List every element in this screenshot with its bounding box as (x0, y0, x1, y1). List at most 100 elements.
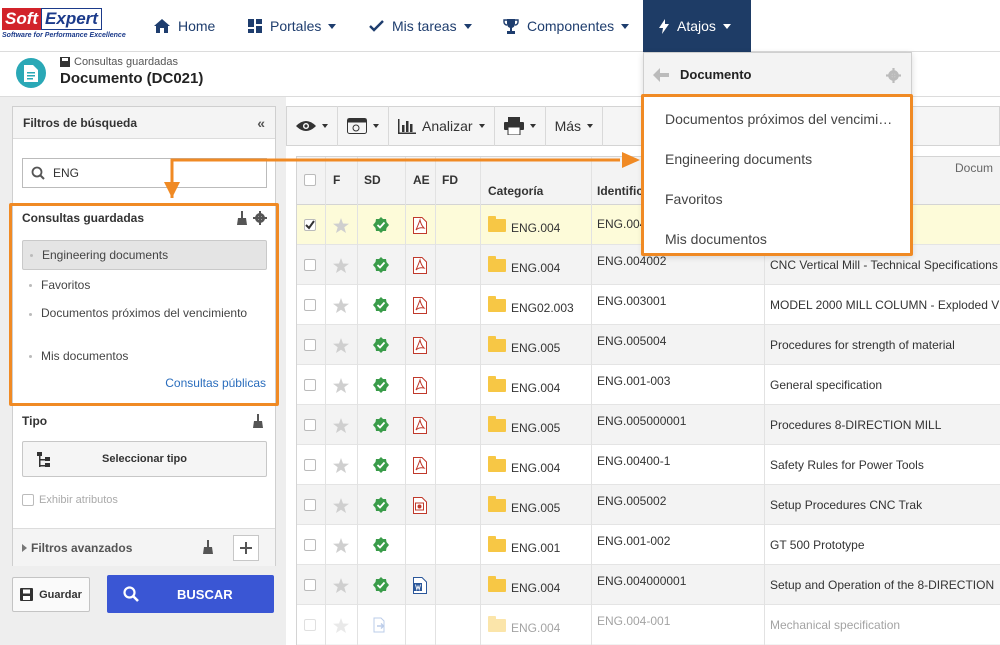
star-icon[interactable] (333, 617, 349, 633)
gear-icon[interactable] (253, 211, 267, 225)
row-checkbox[interactable] (304, 219, 316, 231)
star-icon[interactable] (333, 457, 349, 473)
broom-icon[interactable] (253, 414, 263, 428)
star-icon[interactable] (333, 497, 349, 513)
public-queries-link[interactable]: Consultas públicas (165, 376, 266, 390)
advanced-filters[interactable]: Filtros avanzados (13, 528, 275, 566)
row-checkbox[interactable] (304, 579, 316, 591)
row-checkbox[interactable] (304, 419, 316, 431)
arrow-left-icon[interactable] (653, 68, 669, 82)
row-select[interactable] (304, 605, 324, 645)
analyze-button[interactable]: Analizar (389, 106, 495, 146)
row-checkbox[interactable] (304, 379, 316, 391)
file-cell[interactable] (413, 405, 433, 445)
col-identifier[interactable]: Identific (597, 184, 644, 198)
table-row[interactable]: ENG.004 ENG.004000001 Setup and Operation … (297, 565, 1000, 605)
star-icon[interactable] (333, 297, 349, 313)
table-row[interactable]: ENG.005 ENG.005004 Procedures for strength… (297, 325, 1000, 365)
row-checkbox[interactable] (304, 299, 316, 311)
print-button[interactable] (495, 106, 546, 146)
row-checkbox[interactable] (304, 339, 316, 351)
col-ae[interactable]: AE (413, 173, 430, 187)
broom-icon[interactable] (237, 211, 247, 225)
file-cell[interactable] (413, 485, 433, 525)
nav-portales[interactable]: Portales (248, 0, 337, 52)
broom-icon[interactable] (203, 540, 213, 554)
row-select[interactable] (304, 485, 324, 525)
row-select[interactable] (304, 245, 324, 285)
star-icon[interactable] (333, 537, 349, 553)
favorite-cell[interactable] (333, 325, 353, 365)
favorite-cell[interactable] (333, 605, 353, 645)
table-row[interactable]: ENG.005 ENG.005002 Setup Procedures CNC Tr… (297, 485, 1000, 525)
shortcut-mis-documentos[interactable]: Mis documentos (665, 231, 767, 247)
col-fd[interactable]: FD (442, 173, 458, 187)
row-select[interactable] (304, 325, 324, 365)
table-row[interactable]: ENG.004 ENG.004-001 Mechanical specificati… (297, 605, 1000, 645)
add-filter-button[interactable] (233, 535, 259, 561)
row-select[interactable] (304, 445, 324, 485)
star-icon[interactable] (333, 217, 349, 233)
ppt-file-icon[interactable] (413, 496, 427, 514)
saved-query-mis-documentos[interactable]: Mis documentos (22, 349, 267, 363)
favorite-cell[interactable] (333, 405, 353, 445)
file-cell[interactable] (413, 325, 433, 365)
row-select[interactable] (304, 405, 324, 445)
pdf-file-icon[interactable] (413, 376, 427, 394)
file-cell[interactable] (413, 285, 433, 325)
checkbox[interactable] (22, 494, 34, 506)
favorite-cell[interactable] (333, 525, 353, 565)
star-icon[interactable] (333, 577, 349, 593)
favorite-cell[interactable] (333, 365, 353, 405)
favorite-cell[interactable] (333, 205, 353, 245)
select-all-checkbox[interactable] (304, 174, 316, 186)
view-button[interactable] (287, 106, 338, 146)
softexpert-logo[interactable]: Soft Expert Software for Performance Exc… (2, 8, 130, 46)
show-attributes-checkbox[interactable]: Exhibir atributos (22, 494, 118, 506)
collapse-icon[interactable]: « (257, 114, 265, 131)
file-cell[interactable] (413, 245, 433, 285)
pdf-file-icon[interactable] (413, 416, 427, 434)
nav-atajos[interactable]: Atajos (643, 0, 751, 52)
star-icon[interactable] (333, 257, 349, 273)
row-select[interactable] (304, 285, 324, 325)
saved-query-favoritos[interactable]: Favoritos (22, 278, 267, 292)
star-icon[interactable] (333, 337, 349, 353)
file-cell[interactable] (413, 445, 433, 485)
row-select[interactable] (304, 365, 324, 405)
gear-icon[interactable] (886, 68, 901, 83)
table-row[interactable]: ENG.005 ENG.005000001 Procedures 8-DIRECTI… (297, 405, 1000, 445)
search-input[interactable]: ENG (22, 158, 267, 188)
pdf-file-icon[interactable] (413, 256, 427, 274)
star-icon[interactable] (333, 417, 349, 433)
save-button[interactable]: Guardar (12, 577, 90, 612)
favorite-cell[interactable] (333, 565, 353, 605)
file-cell[interactable] (413, 205, 433, 245)
col-f[interactable]: F (333, 173, 341, 187)
table-row[interactable]: ENG.004 ENG.001-003 General specification (297, 365, 1000, 405)
nav-mis-tareas[interactable]: Mis tareas (369, 0, 472, 52)
saved-query-vencimiento[interactable]: Documentos próximos del vencimiento (22, 307, 267, 320)
table-row[interactable]: ENG02.003 ENG.003001 MODEL 2000 MILL COLUM… (297, 285, 1000, 325)
favorite-cell[interactable] (333, 285, 353, 325)
row-checkbox[interactable] (304, 539, 316, 551)
favorite-cell[interactable] (333, 485, 353, 525)
pdf-file-icon[interactable] (413, 216, 427, 234)
more-button[interactable]: Más (546, 106, 604, 146)
favorite-cell[interactable] (333, 245, 353, 285)
pdf-file-icon[interactable] (413, 456, 427, 474)
saved-query-engineering[interactable]: Engineering documents (22, 240, 267, 270)
row-checkbox[interactable] (304, 499, 316, 511)
file-cell[interactable] (413, 565, 433, 605)
nav-home[interactable]: Home (154, 0, 215, 52)
col-category[interactable]: Categoría (488, 184, 544, 198)
select-type-button[interactable]: Seleccionar tipo (22, 441, 267, 477)
shortcut-engineering[interactable]: Engineering documents (665, 151, 813, 167)
search-button[interactable]: BUSCAR (107, 575, 274, 613)
pdf-file-icon[interactable] (413, 296, 427, 314)
row-checkbox[interactable] (304, 619, 316, 631)
table-row[interactable]: ENG.001 ENG.001-002 GT 500 Prototype (297, 525, 1000, 565)
favorite-cell[interactable] (333, 445, 353, 485)
row-select[interactable] (304, 565, 324, 605)
nav-componentes[interactable]: Componentes (503, 0, 630, 52)
